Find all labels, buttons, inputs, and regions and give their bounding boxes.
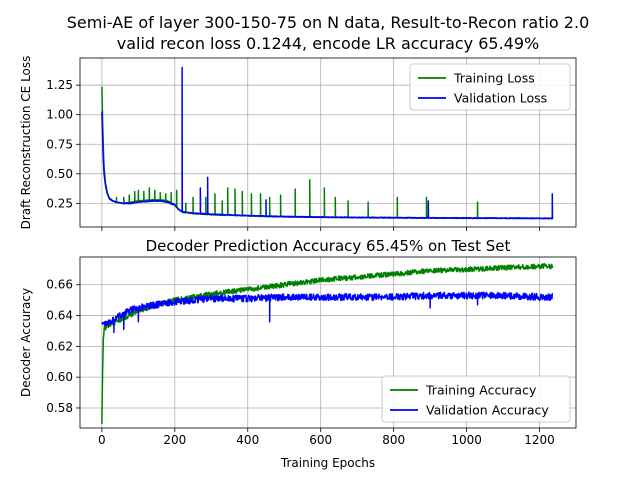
x-tick-label: 1000 (451, 433, 482, 447)
y-tick-label: 0.58 (46, 401, 73, 415)
chart-title-line1: Semi-AE of layer 300-150-75 on N data, R… (67, 13, 590, 32)
x-tick-label: 600 (309, 433, 332, 447)
x-tick-label: 200 (163, 433, 186, 447)
x-tick-label: 800 (382, 433, 405, 447)
y-tick-label: 0.64 (46, 309, 73, 323)
y-tick-label: 0.66 (46, 278, 73, 292)
legend-label: Training Loss (453, 71, 535, 86)
y-tick-label: 1.00 (46, 108, 73, 122)
x-tick-label: 1200 (524, 433, 555, 447)
x-axis-label: Training Epochs (280, 456, 375, 470)
legend-1: Training Accuracy Validation Accuracy (381, 375, 571, 423)
series-group-0 (101, 66, 554, 220)
series-line-validation-accuracy (101, 291, 554, 334)
x-tick-label: 400 (236, 433, 259, 447)
chart-title: Decoder Prediction Accuracy 65.45% on Te… (146, 237, 511, 255)
x-tick-label: 0 (98, 433, 106, 447)
legend-box (409, 63, 571, 111)
legend-label: Training Accuracy (425, 383, 537, 398)
series-line-validation-loss (101, 66, 554, 220)
chart-title-line2: valid recon loss 0.1244, encode LR accur… (117, 34, 540, 53)
y-tick-label: 0.50 (46, 167, 73, 181)
y-tick-label: 0.62 (46, 339, 73, 353)
legend-label: Validation Accuracy (426, 403, 549, 418)
legend-label: Validation Loss (454, 91, 547, 106)
y-axis-label: Draft Reconstruction CE Loss (19, 56, 33, 230)
legend-box (381, 375, 571, 423)
plot-frame-0 (79, 57, 577, 228)
y-tick-label: 0.75 (46, 137, 73, 151)
y-tick-label: 0.25 (46, 196, 73, 210)
y-tick-label: 1.25 (46, 78, 73, 92)
plot-frame-1 (79, 256, 577, 429)
series-group-1 (101, 263, 554, 424)
y-tick-label: 0.60 (46, 370, 73, 384)
y-axis-label: Decoder Accuracy (19, 288, 33, 397)
legend-0: Training Loss Validation Loss (409, 63, 571, 111)
